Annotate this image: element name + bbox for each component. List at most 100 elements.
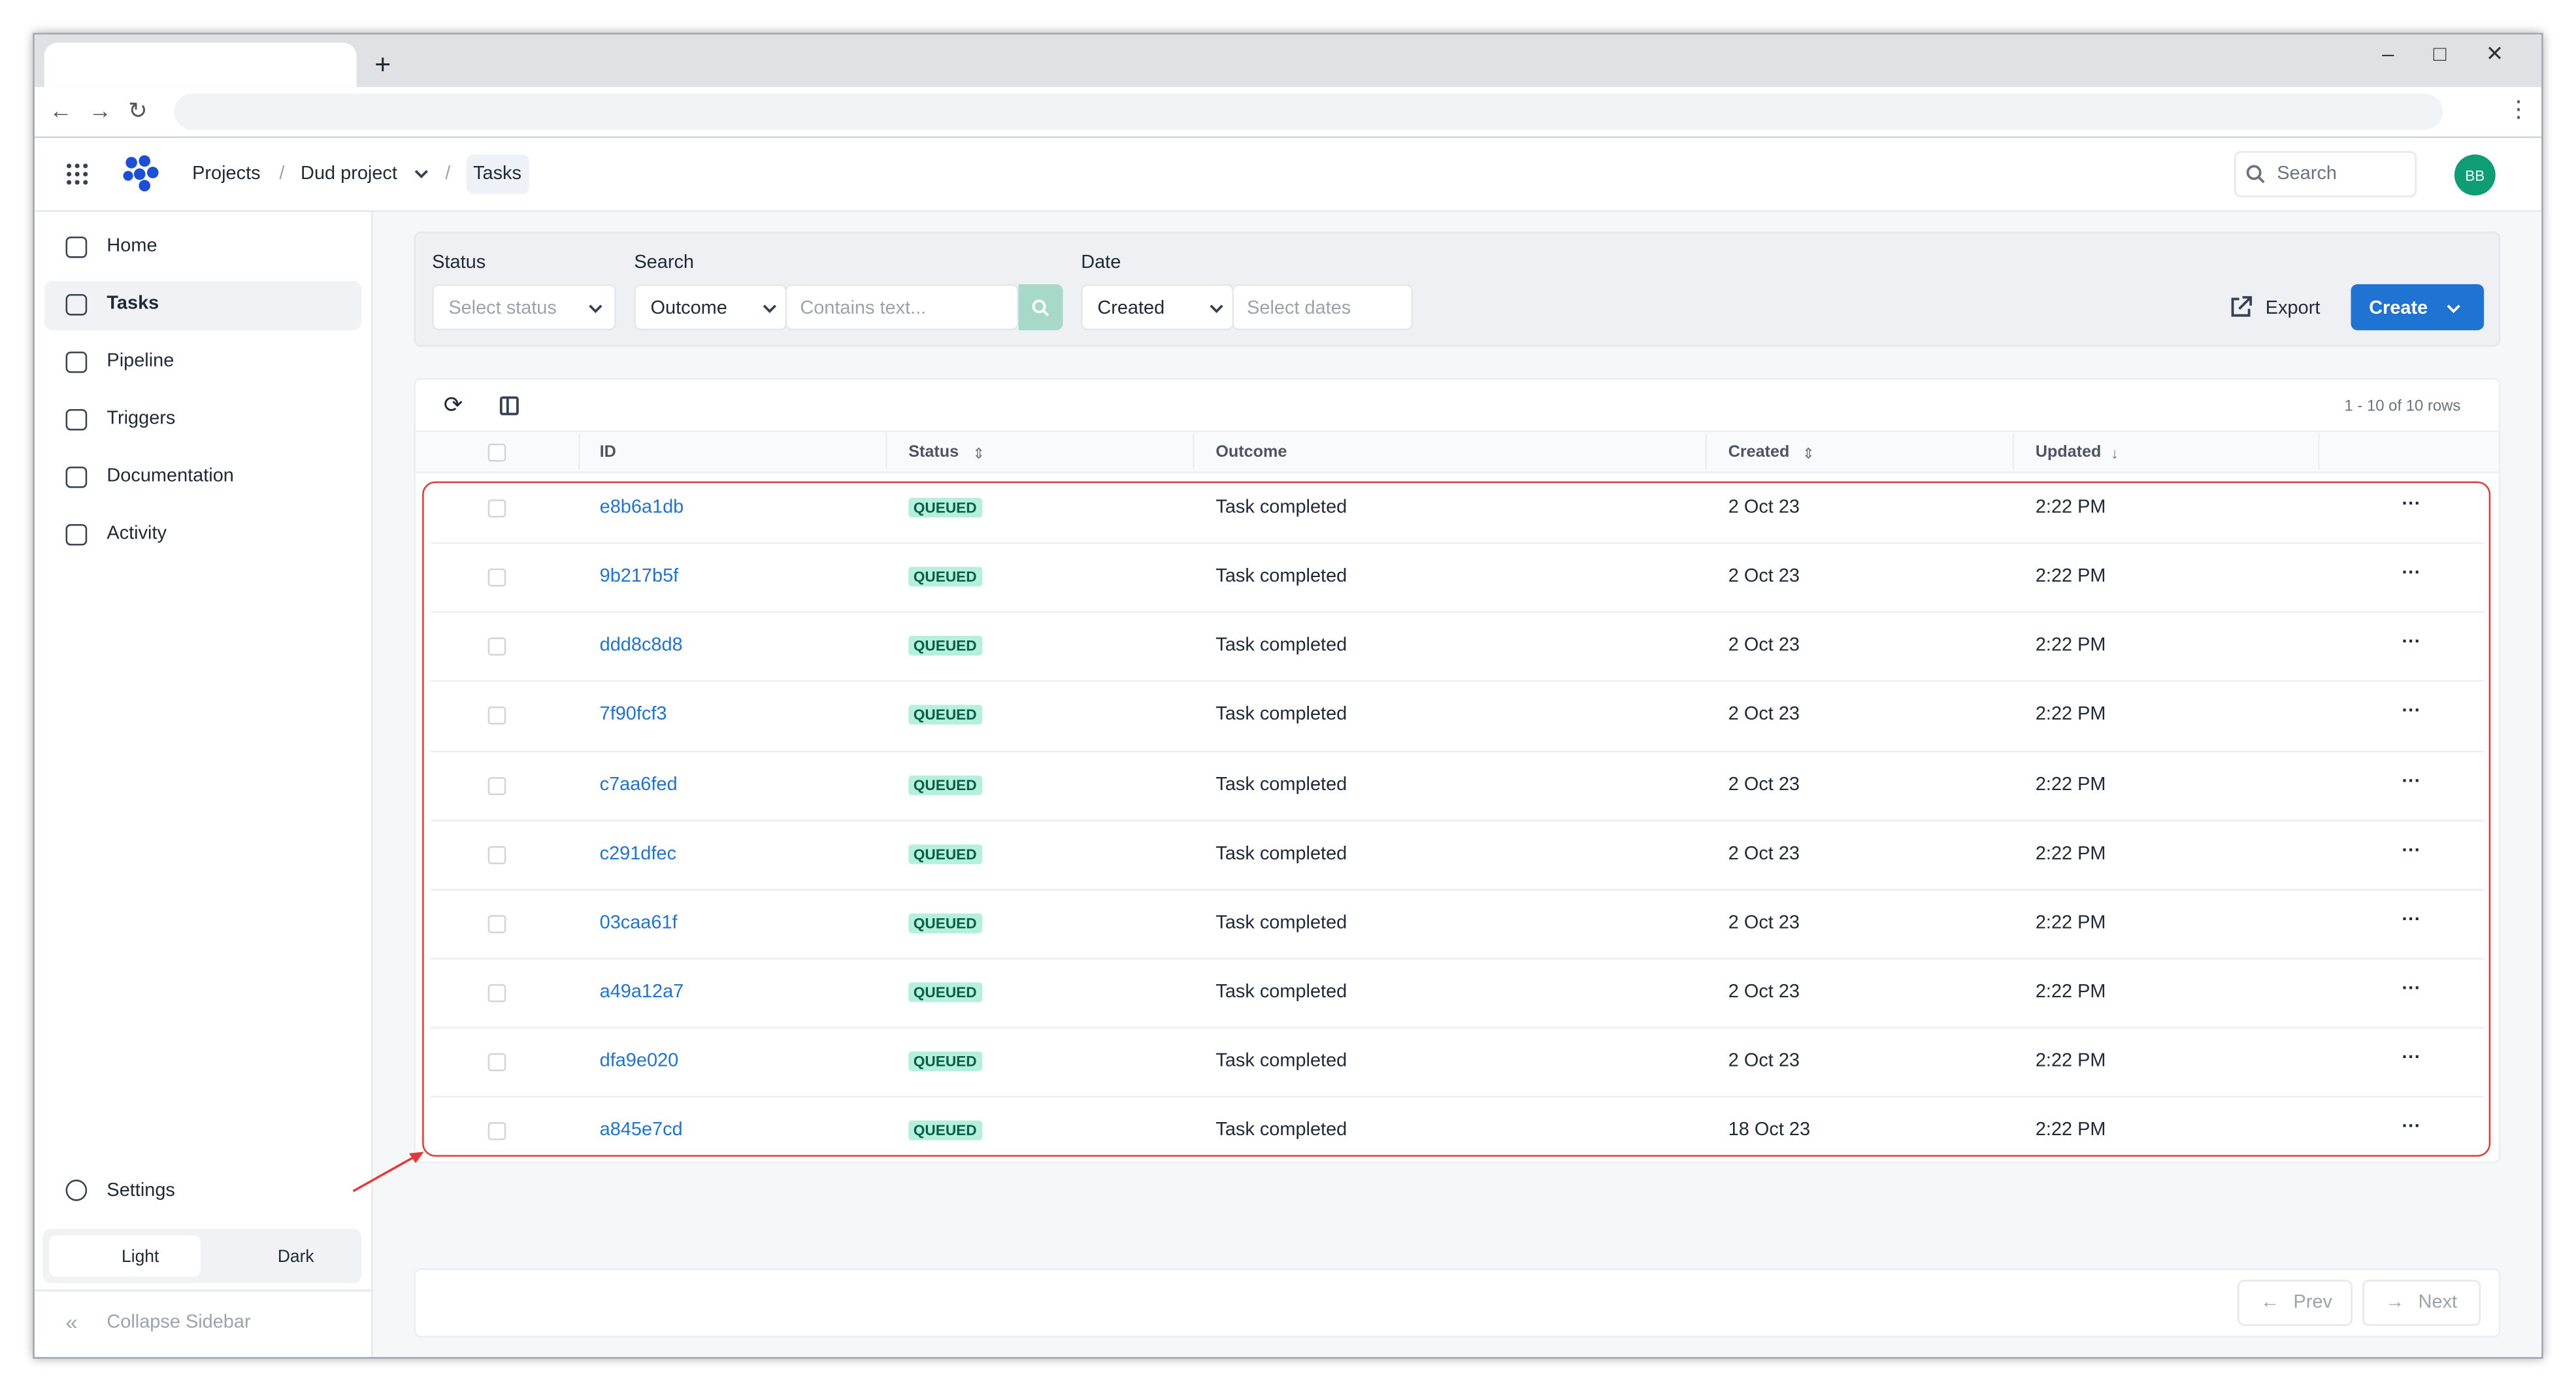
cell: 2:22 PM xyxy=(2035,497,2106,518)
checkbox[interactable] xyxy=(487,776,506,795)
theme-light[interactable]: Light xyxy=(122,1247,159,1267)
separator: / xyxy=(279,164,285,184)
create-button[interactable] xyxy=(2351,284,2485,331)
breadcrumb[interactable]: Projects xyxy=(192,164,261,184)
column-header[interactable]: Created xyxy=(1728,443,1790,462)
cell: 2:22 PM xyxy=(2035,774,2106,795)
row-menu[interactable]: ··· xyxy=(2402,1048,2421,1069)
column-header[interactable]: Status xyxy=(908,443,959,462)
create[interactable]: Create xyxy=(2369,299,2428,319)
task-id[interactable]: e8b6a1db xyxy=(599,497,684,518)
task-id[interactable]: a49a12a7 xyxy=(599,982,684,1003)
cell: 2:22 PM xyxy=(2035,636,2106,656)
status-badge: QUEUED xyxy=(908,844,982,864)
next-button[interactable] xyxy=(2362,1280,2481,1326)
avatar[interactable] xyxy=(2454,154,2496,196)
address-bar[interactable] xyxy=(174,93,2443,130)
cell: 2:22 PM xyxy=(2035,567,2106,587)
window-controls[interactable]: –□✕ xyxy=(2382,41,2543,66)
divider xyxy=(34,1289,372,1292)
task-id[interactable]: c291dfec xyxy=(599,844,676,864)
refresh-icon[interactable]: ⟳ xyxy=(443,391,463,418)
row-divider xyxy=(430,542,2485,544)
sort-icon[interactable]: ↓ xyxy=(2111,445,2119,462)
cell: Task completed xyxy=(1215,567,1347,587)
column-header[interactable]: ID xyxy=(599,443,616,462)
sort-icon[interactable]: ⇕ xyxy=(1802,445,1815,462)
checkbox[interactable] xyxy=(487,499,506,518)
search-button[interactable] xyxy=(1018,284,1063,331)
task-id[interactable]: 7f90fcf3 xyxy=(599,705,667,725)
settings[interactable]: Settings xyxy=(107,1181,175,1201)
nav-item[interactable]: Home xyxy=(107,237,157,257)
cell: Task completed xyxy=(1215,497,1347,518)
breadcrumb[interactable]: Dud project xyxy=(301,164,397,184)
row-menu[interactable]: ··· xyxy=(2402,494,2421,514)
logo[interactable] xyxy=(122,154,161,193)
row-menu[interactable]: ··· xyxy=(2402,979,2421,999)
next[interactable]: Next xyxy=(2418,1293,2458,1313)
search-input[interactable] xyxy=(785,284,1019,331)
checkbox[interactable] xyxy=(487,443,506,462)
checkbox[interactable] xyxy=(487,707,506,725)
nav-item[interactable]: Pipeline xyxy=(107,351,174,372)
columns-icon[interactable] xyxy=(499,396,519,416)
nav-buttons[interactable]: ←→↻ xyxy=(49,97,164,124)
row-menu[interactable]: ··· xyxy=(2402,702,2421,722)
task-id[interactable]: c7aa6fed xyxy=(599,774,678,795)
task-id[interactable]: ddd8c8d8 xyxy=(599,636,683,656)
row-divider xyxy=(430,680,2485,683)
tab[interactable] xyxy=(44,42,357,88)
nav-item[interactable]: Activity xyxy=(107,523,167,544)
task-id[interactable]: a845e7cd xyxy=(599,1121,683,1141)
checkbox[interactable] xyxy=(487,1053,506,1072)
checkbox[interactable] xyxy=(487,569,506,587)
column-header[interactable]: Updated xyxy=(2035,443,2102,462)
nav-item[interactable]: Tasks xyxy=(107,294,159,314)
row-menu[interactable]: ··· xyxy=(2402,1118,2421,1138)
col-divider xyxy=(1705,433,1708,471)
nav-icon xyxy=(65,294,88,316)
date-field-select[interactable] xyxy=(1081,284,1234,331)
task-id[interactable]: 9b217b5f xyxy=(599,567,679,587)
browser-menu[interactable]: ⋮ xyxy=(2507,95,2530,122)
row-menu[interactable]: ··· xyxy=(2402,633,2421,653)
cell: Task completed xyxy=(1215,913,1347,933)
row-menu[interactable]: ··· xyxy=(2402,910,2421,930)
row-divider xyxy=(430,1096,2485,1099)
col-divider xyxy=(885,433,887,471)
checkbox[interactable] xyxy=(487,984,506,1003)
new-tab[interactable]: + xyxy=(374,49,391,81)
task-id[interactable]: dfa9e020 xyxy=(599,1052,679,1072)
cell: 2:22 PM xyxy=(2035,982,2106,1003)
nav-item[interactable]: Triggers xyxy=(107,408,176,429)
task-id[interactable]: 03caa61f xyxy=(599,913,678,933)
row-menu[interactable]: ··· xyxy=(2402,563,2421,584)
cell: Task completed xyxy=(1215,1121,1347,1141)
apps-icon[interactable] xyxy=(66,163,89,186)
prev[interactable]: Prev xyxy=(2293,1293,2333,1313)
prev-button[interactable] xyxy=(2237,1280,2353,1326)
nav-item[interactable]: Documentation xyxy=(107,466,234,487)
search-box-frame[interactable] xyxy=(2234,151,2417,197)
collapse-icon[interactable]: « xyxy=(65,1309,78,1334)
placeholder: Select dates xyxy=(1247,299,1351,319)
crumb-highlight xyxy=(466,154,529,194)
status-select[interactable] xyxy=(432,284,616,331)
export[interactable]: Export xyxy=(2265,299,2320,319)
column-header[interactable]: Outcome xyxy=(1215,443,1287,462)
checkbox[interactable] xyxy=(487,846,506,864)
row-divider xyxy=(430,888,2485,891)
theme-dark[interactable]: Dark xyxy=(277,1247,314,1267)
date-input[interactable] xyxy=(1232,284,1413,331)
checkbox[interactable] xyxy=(487,1122,506,1141)
sort-icon[interactable]: ⇕ xyxy=(972,445,985,462)
cell: 2 Oct 23 xyxy=(1728,774,1800,795)
row-menu[interactable]: ··· xyxy=(2402,840,2421,861)
checkbox[interactable] xyxy=(487,638,506,656)
collapse-sidebar[interactable]: Collapse Sidebar xyxy=(107,1312,251,1333)
row-menu[interactable]: ··· xyxy=(2402,771,2421,791)
breadcrumb[interactable]: Tasks xyxy=(473,164,521,184)
checkbox[interactable] xyxy=(487,915,506,933)
select-value: Outcome xyxy=(650,299,727,319)
